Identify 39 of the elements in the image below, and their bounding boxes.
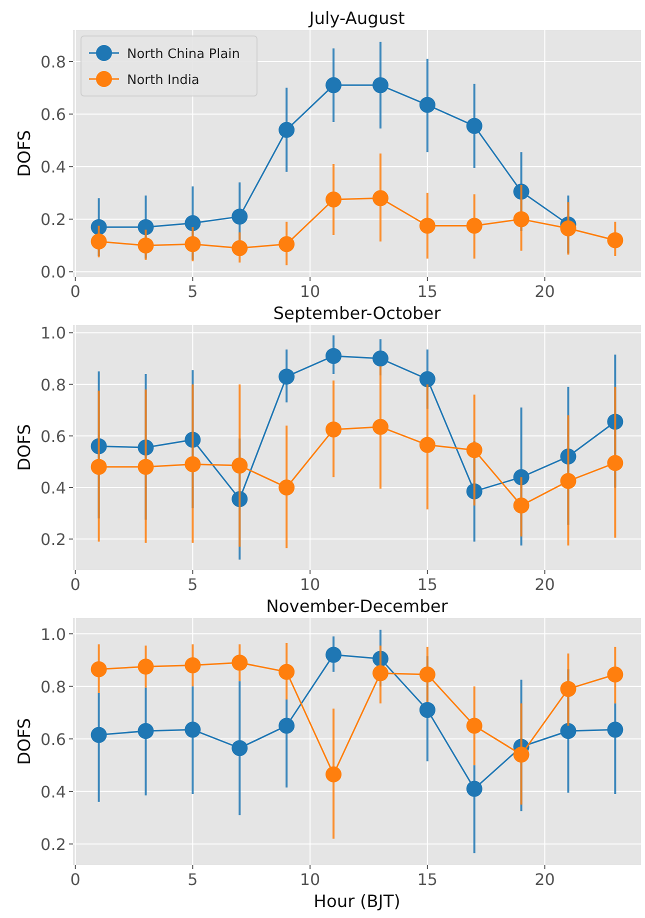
y-tick-label: 0.8: [40, 375, 66, 394]
x-tick-label: 0: [70, 575, 80, 594]
x-tick-label: 10: [300, 282, 320, 301]
y-tick-label: 0.2: [40, 834, 66, 854]
x-tick-label: 15: [417, 870, 438, 889]
y-axis-title: DOFS: [15, 424, 35, 471]
x-tick-label: 5: [188, 282, 198, 301]
chart-title: July-August: [308, 9, 406, 29]
x-axis-title: Hour (BJT): [314, 892, 400, 912]
y-tick-label: 1.0: [40, 624, 66, 644]
legend-label: North India: [127, 73, 200, 88]
x-tick-label: 0: [70, 870, 80, 889]
x-tick-label: 15: [417, 282, 438, 301]
y-tick-label: 0.6: [40, 105, 66, 124]
x-tick-label: 20: [534, 870, 555, 889]
y-tick-label: 0.2: [40, 530, 66, 550]
chart-title: November-December: [266, 597, 448, 617]
y-tick-label: 0.6: [40, 730, 66, 749]
y-tick-label: 0.2: [40, 210, 66, 230]
x-tick-label: 5: [188, 870, 198, 889]
x-tick-label: 5: [188, 575, 198, 594]
x-tick-label: 0: [70, 282, 80, 301]
y-tick-label: 0.6: [40, 426, 66, 446]
y-axis-title: DOFS: [15, 130, 35, 177]
y-axis-title: DOFS: [15, 718, 35, 765]
x-tick-label: 20: [534, 575, 555, 594]
y-tick-label: 1.0: [40, 324, 66, 343]
x-tick-label: 20: [534, 282, 555, 301]
y-tick-label: 0.0: [40, 262, 66, 282]
y-tick-label: 0.4: [40, 782, 66, 802]
legend-label: North China Plain: [127, 47, 240, 62]
y-tick-label: 0.8: [40, 52, 66, 72]
chart-title: September-October: [273, 304, 441, 324]
x-tick-label: 10: [300, 870, 320, 889]
y-tick-label: 0.4: [40, 158, 66, 177]
x-tick-label: 10: [300, 575, 320, 594]
y-tick-label: 0.8: [40, 677, 66, 696]
y-tick-label: 0.4: [40, 478, 66, 498]
x-tick-label: 15: [417, 575, 438, 594]
